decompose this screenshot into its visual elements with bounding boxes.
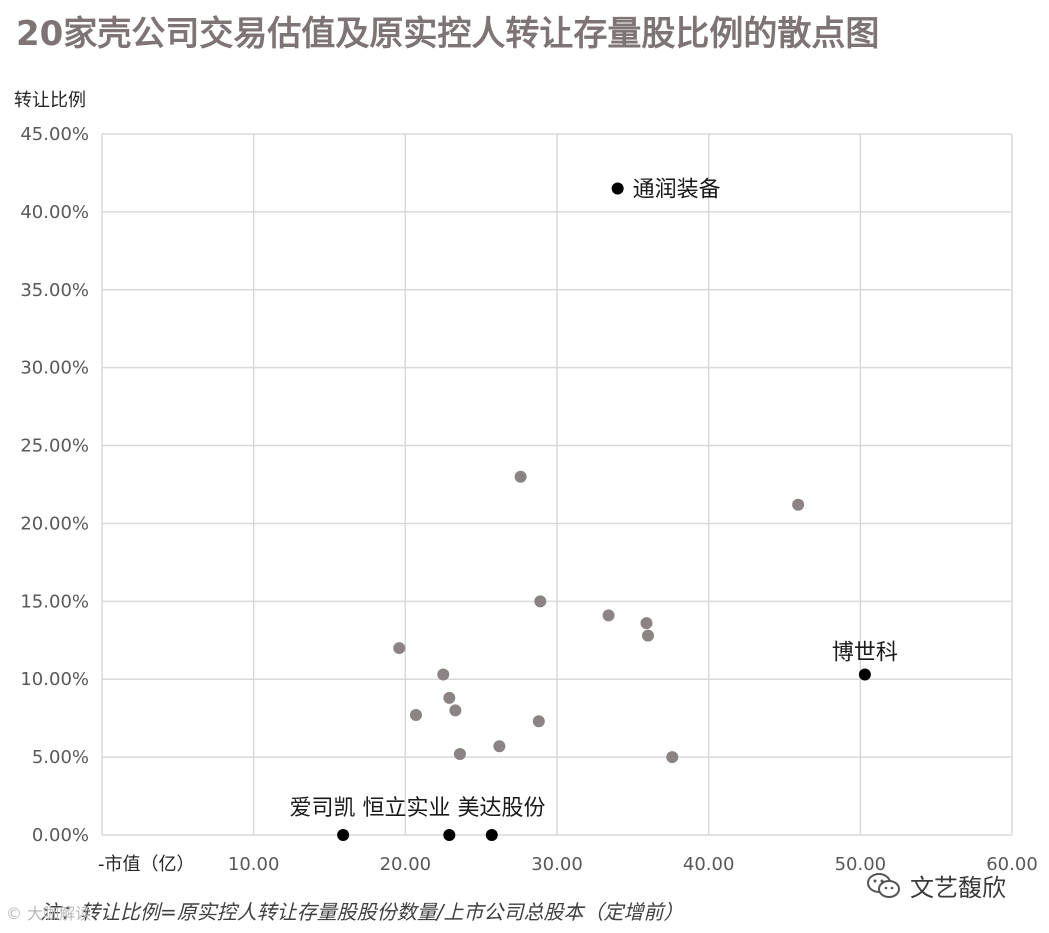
x-tick-label: 20.00 xyxy=(380,854,432,875)
data-point xyxy=(642,629,654,642)
data-point xyxy=(393,642,406,655)
highlight-point xyxy=(611,182,624,195)
data-point xyxy=(449,704,462,717)
x-tick-label: 10.00 xyxy=(228,854,280,875)
y-tick-label: 10.00% xyxy=(20,669,89,690)
chart-title: 20家壳公司交易估值及原实控人转让存量股比例的散点图 xyxy=(16,14,880,54)
data-point xyxy=(532,715,545,728)
highlight-point xyxy=(337,829,350,841)
data-point xyxy=(437,668,450,681)
data-point xyxy=(453,747,466,760)
data-point xyxy=(534,595,547,608)
data-point xyxy=(602,609,615,622)
highlight-point xyxy=(485,829,498,841)
data-point xyxy=(640,617,653,630)
grid-layer xyxy=(101,133,1013,836)
y-tick-label: 25.00% xyxy=(20,436,89,457)
y-tick-label: 0.00% xyxy=(32,825,89,846)
x-tick-label: 50.00 xyxy=(835,854,887,875)
point-label: 通润装备 xyxy=(633,178,721,203)
data-point xyxy=(514,470,527,483)
watermark-source: © 大咖解读 xyxy=(6,904,92,923)
watermark-account-label: 文艺馥欣 xyxy=(910,874,1006,902)
data-point-layer xyxy=(337,182,871,841)
data-point xyxy=(443,691,456,704)
footnote: 注：转让比例=原实控人转让存量股股份数量/上市公司总股本（定增前） xyxy=(40,900,684,924)
y-tick-label: 5.00% xyxy=(32,747,89,768)
y-tick-label: 45.00% xyxy=(20,124,89,145)
y-tick-label: 35.00% xyxy=(20,280,89,301)
x-tick-label: 30.00 xyxy=(531,854,583,875)
data-point xyxy=(409,709,422,722)
data-point xyxy=(493,740,506,753)
y-tick-label: 15.00% xyxy=(20,591,89,612)
highlight-point xyxy=(443,829,456,841)
watermark-account: 文艺馥欣 xyxy=(866,868,1006,903)
y-axis-title: 转让比例 xyxy=(14,90,86,111)
point-label-group: 爱司凯 恒立实业 美达股份 xyxy=(289,796,545,821)
tick-label-layer: 0.00% 5.00% 10.00% 15.00% 20.00% 25.00% 30.00%… xyxy=(20,124,1037,875)
x-axis-title: -市值（亿） xyxy=(98,854,195,875)
highlight-point xyxy=(858,668,871,681)
x-tick-label: 60.00 xyxy=(986,854,1038,875)
data-point xyxy=(792,498,805,511)
wechat-icon xyxy=(867,872,900,898)
y-tick-label: 30.00% xyxy=(20,358,89,379)
y-tick-label: 20.00% xyxy=(20,513,89,534)
point-label: 博世科 xyxy=(832,641,898,666)
data-point xyxy=(666,751,679,764)
y-tick-label: 40.00% xyxy=(20,202,89,223)
x-tick-label: 40.00 xyxy=(683,854,735,875)
